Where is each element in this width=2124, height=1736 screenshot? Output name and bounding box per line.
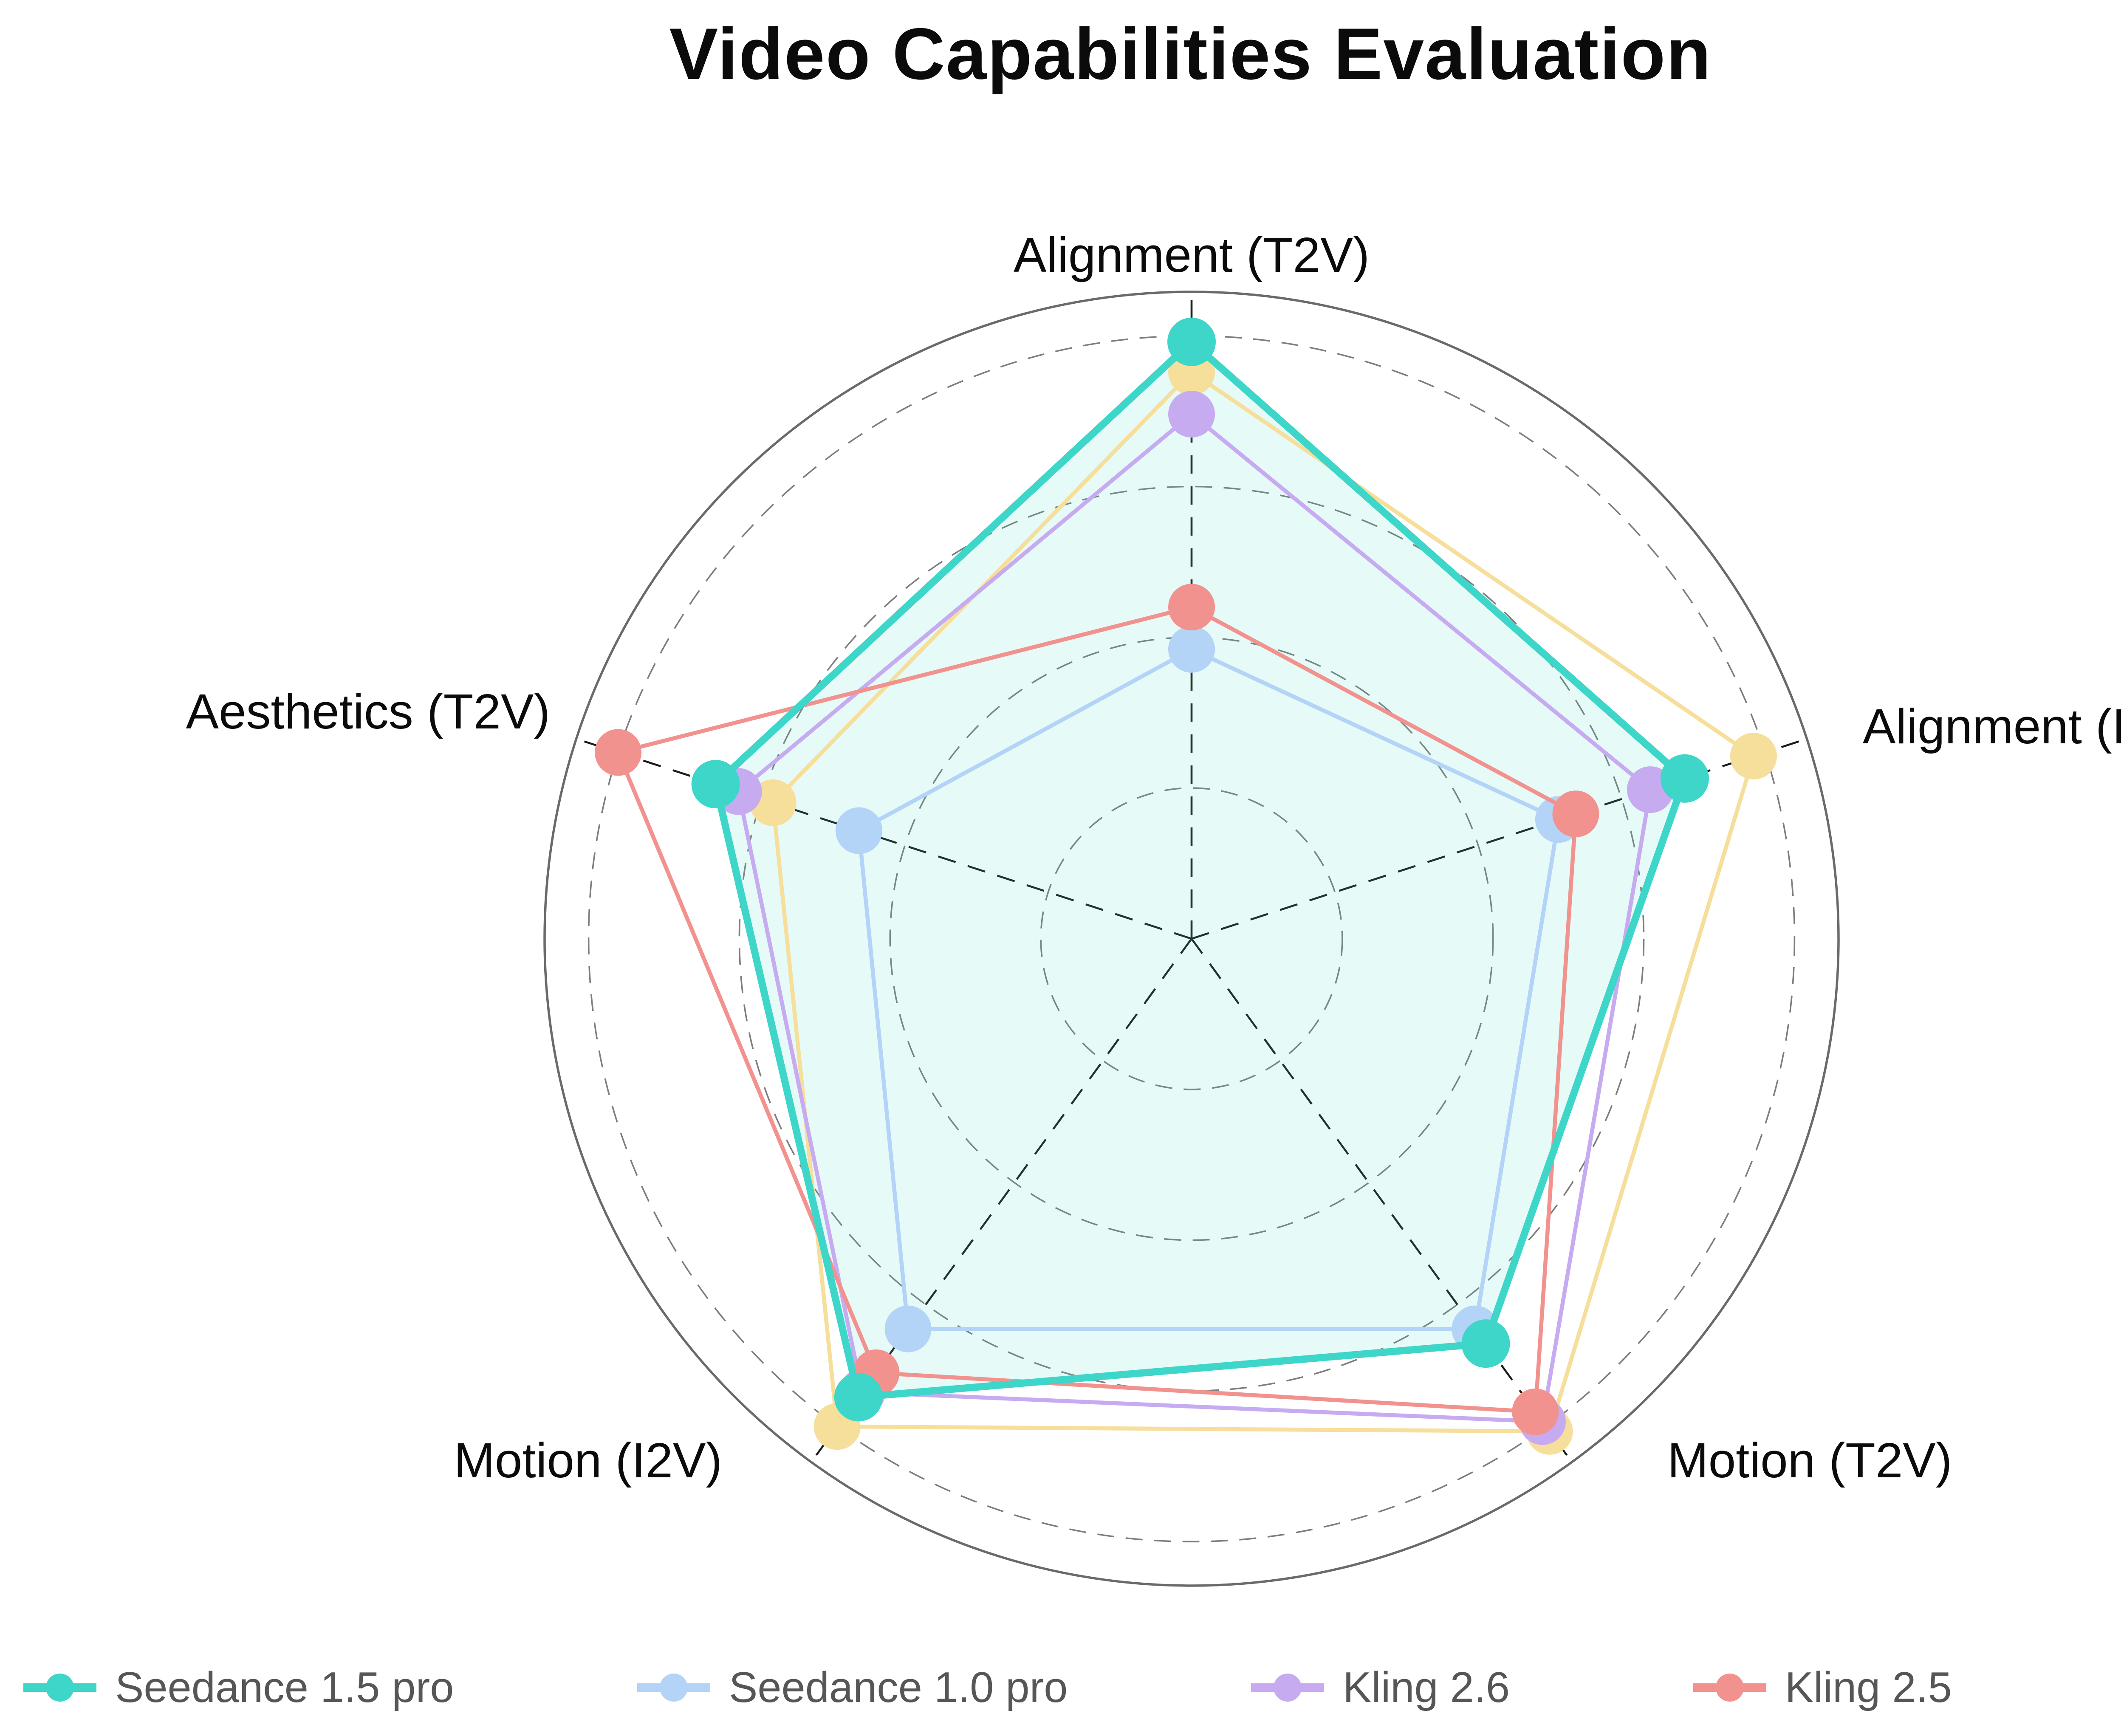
- data-point-veo-3-1: [1730, 733, 1777, 780]
- axis-spoke: [1191, 938, 1573, 1463]
- legend-item-seedance-1-5-pro: Seedance 1.5 pro: [23, 1663, 454, 1712]
- axis-label-aesthetics-t2v: Aesthetics (T2V): [186, 684, 550, 739]
- data-point-seedance-1-5-pro: [1167, 317, 1216, 366]
- legend-marker-icon: [23, 1673, 96, 1702]
- data-point-kling-2-5: [595, 729, 642, 776]
- axis-label-alignment-i2v: Alignment (I2V): [1863, 699, 2124, 754]
- series-fill-seedance-1-5-pro: [715, 342, 1685, 1397]
- legend-marker-icon: [637, 1673, 711, 1702]
- data-point-seedance-1-0-pro: [836, 807, 882, 854]
- legend-item-seedance-1-0-pro: Seedance 1.0 pro: [637, 1663, 1068, 1712]
- data-point-seedance-1-0-pro: [884, 1305, 932, 1352]
- legend-label: Seedance 1.0 pro: [729, 1663, 1068, 1711]
- data-point-seedance-1-0-pro: [1168, 626, 1215, 673]
- outer-rim-circle: [543, 291, 1840, 1587]
- axis-label-alignment-t2v: Alignment (T2V): [1014, 227, 1370, 282]
- chart-title: Video Capabilities Evaluation: [669, 13, 1712, 95]
- series-polygon-veo-3-1: [771, 370, 1756, 1434]
- axis-spoke: [576, 738, 1192, 940]
- grid-ring: [889, 636, 1494, 1241]
- legend-marker-icon: [1693, 1673, 1766, 1702]
- legend-label: Kling 2.6: [1343, 1663, 1510, 1711]
- data-point-kling-2-5: [1552, 790, 1599, 838]
- grid-ring: [738, 486, 1645, 1392]
- data-point-kling-2-5: [1512, 1388, 1559, 1435]
- legend-marker-icon: [1251, 1673, 1325, 1702]
- series-polygon-seedance-1-0-pro: [857, 647, 1561, 1331]
- series-polygon-kling-2-5: [616, 605, 1578, 1414]
- data-point-kling-2-6: [1168, 391, 1215, 438]
- data-point-seedance-1-5-pro: [691, 760, 740, 808]
- legend-label: Seedance 1.5 pro: [115, 1663, 454, 1711]
- data-point-kling-2-5: [1168, 584, 1215, 631]
- legend-item-kling-2-5: Kling 2.5: [1693, 1663, 1952, 1712]
- data-point-seedance-1-5-pro: [1461, 1319, 1510, 1368]
- axis-label-motion-t2v: Motion (T2V): [1667, 1433, 1952, 1488]
- data-point-seedance-1-5-pro: [1660, 754, 1709, 803]
- grid-ring: [1040, 787, 1343, 1090]
- grid-ring: [587, 335, 1796, 1543]
- legend: Seedance 1.5 pro Seedance 1.0 pro Kling 2.…: [23, 1656, 2124, 1719]
- legend-label: Kling 2.5: [1785, 1663, 1952, 1711]
- series-polygon-kling-2-6: [736, 412, 1652, 1424]
- data-point-seedance-1-5-pro: [834, 1373, 883, 1422]
- axis-label-motion-i2v: Motion (I2V): [454, 1433, 722, 1488]
- series-polygon-seedance-1-5-pro: [712, 338, 1689, 1401]
- legend-item-kling-2-6: Kling 2.6: [1251, 1663, 1510, 1712]
